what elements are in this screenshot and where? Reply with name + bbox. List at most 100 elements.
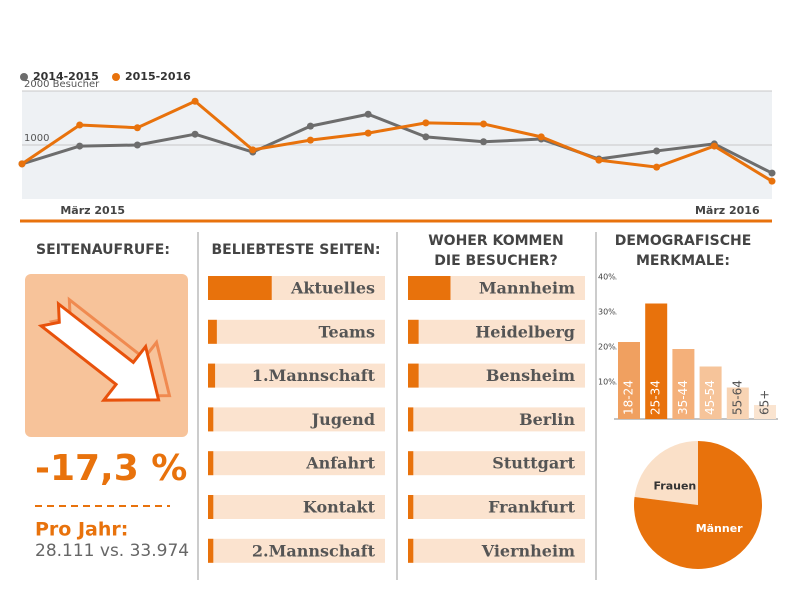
point: [595, 156, 603, 164]
bar: [208, 407, 214, 432]
bar-label: Berlin: [519, 410, 575, 429]
bar-track: [408, 363, 585, 388]
point: [422, 119, 430, 127]
section-title: DIE BESUCHER?: [434, 253, 557, 269]
bar-label: Viernheim: [481, 541, 575, 560]
point: [480, 120, 488, 128]
pie-slice: [634, 441, 762, 569]
bar-label: 18-24: [622, 380, 636, 415]
point: [306, 136, 314, 144]
y-tick-label: 10%: [598, 378, 616, 387]
arrow-icon: [37, 296, 172, 402]
bar: [208, 319, 217, 344]
comparison: 28.111 vs. 33.974: [35, 541, 189, 561]
bar-label: Bensheim: [486, 366, 575, 385]
point: [653, 163, 661, 171]
section-title: SEITENAUFRUFE:: [36, 242, 170, 258]
point: [480, 138, 488, 146]
bar-label: 1.Mannschaft: [252, 366, 376, 385]
section-title: DEMOGRAFISCHE: [615, 233, 752, 249]
y-tick-label: 30%: [598, 308, 616, 317]
series-line: [21, 99, 773, 183]
point: [76, 121, 84, 129]
bar: [645, 303, 668, 419]
bar-label: Mannheim: [479, 279, 575, 298]
bar: [408, 451, 414, 476]
bar: [726, 387, 749, 419]
y-tick-label: 20%: [598, 343, 616, 352]
bar: [408, 276, 451, 300]
bar-track: [408, 495, 585, 519]
point: [191, 97, 199, 105]
point: [422, 133, 430, 141]
bar-track: [208, 451, 385, 476]
bar-label: Kontakt: [303, 498, 376, 517]
legend-marker: [112, 73, 120, 81]
per-year-label: Pro Jahr:: [35, 519, 128, 541]
legend-label: 2014-2015: [33, 70, 99, 83]
bar: [208, 451, 214, 476]
bar-track: [208, 407, 385, 432]
point: [537, 133, 545, 141]
bar-track: [408, 407, 585, 432]
bar-track: [208, 495, 385, 519]
bar-label: 2.Mannschaft: [252, 541, 376, 560]
point: [653, 147, 661, 155]
section-title: MERKMALE:: [636, 253, 730, 269]
bar-label: 35-44: [676, 380, 690, 415]
bar: [672, 349, 695, 419]
bar-track: [208, 538, 385, 563]
bar: [208, 363, 216, 388]
point: [768, 177, 776, 185]
series-line: [21, 112, 773, 175]
section-title: WOHER KOMMEN: [428, 233, 564, 249]
bar: [408, 407, 414, 432]
bar: [208, 538, 214, 563]
y-tick-label: 1000: [24, 133, 49, 144]
pie-label: Frauen: [653, 480, 696, 493]
pie-label: Männer: [696, 522, 743, 535]
y-tick-label: 2000 Besucher: [24, 79, 100, 90]
change-value: -17,3 %: [35, 448, 187, 489]
bar-label: Teams: [318, 322, 375, 341]
bar-label: 65+: [758, 390, 772, 415]
bar-track: [208, 319, 385, 344]
bar-track: [408, 319, 585, 344]
bar-label: Stuttgart: [492, 454, 575, 473]
bar-label: Frankfurt: [488, 498, 576, 517]
bar: [408, 363, 419, 388]
bar: [208, 276, 272, 300]
bar-label: Aktuelles: [290, 279, 375, 298]
pie-slice: [634, 441, 698, 505]
y-tick-label: 40%: [598, 273, 616, 282]
legend-label: 2015-2016: [125, 70, 191, 83]
bar-track: [208, 363, 385, 388]
bar: [408, 538, 414, 563]
bar: [699, 366, 722, 419]
bar-label: 25-34: [649, 380, 663, 415]
bar-track: [408, 538, 585, 563]
x-tick-label: März 2016: [695, 204, 760, 217]
point: [364, 110, 372, 118]
bar-label: Jugend: [310, 410, 375, 429]
legend-marker: [20, 73, 28, 81]
bar-label: Heidelberg: [475, 322, 575, 341]
bar-label: 55-64: [730, 380, 744, 415]
bar-label: Anfahrt: [305, 454, 375, 473]
bar: [408, 319, 419, 344]
bar-label: 45-54: [703, 380, 717, 415]
point: [191, 130, 199, 138]
section-title: BELIEBTESTE SEITEN:: [211, 242, 380, 258]
point: [133, 124, 141, 132]
point: [18, 160, 26, 168]
point: [710, 142, 718, 150]
bar: [754, 405, 776, 419]
x-tick-label: März 2015: [60, 204, 125, 217]
point: [133, 141, 141, 149]
point: [306, 122, 314, 130]
point: [768, 169, 776, 177]
point: [364, 129, 372, 137]
point: [76, 142, 84, 150]
bar: [408, 495, 414, 519]
